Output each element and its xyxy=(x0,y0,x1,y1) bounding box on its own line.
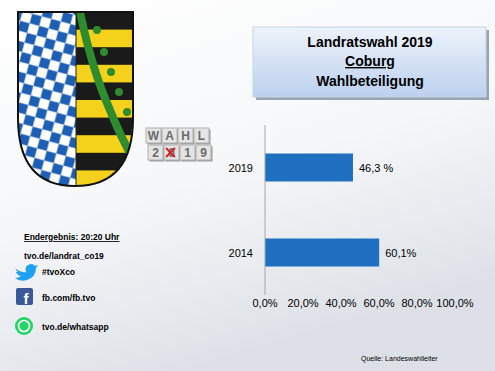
logo-box xyxy=(164,145,179,160)
logo-box xyxy=(162,128,177,143)
labels: 2019 46,3 % 2014 60,1% xyxy=(229,162,417,259)
annotation: Wahlbeteiligung xyxy=(316,73,424,89)
arms-leaf xyxy=(93,26,101,34)
facebook-glyph: f xyxy=(24,290,30,307)
social-icon xyxy=(15,317,33,335)
social-text: #tvoXco xyxy=(42,267,75,277)
whatsapp-glyph xyxy=(19,321,30,332)
info-text: Endergebnis: 20:20 Uhr xyxy=(24,232,120,242)
canvas: WAHL 2019 Landratswahl 2019 Coburg Wahlbetei… xyxy=(0,0,495,371)
background xyxy=(0,0,495,371)
arms-crown-band xyxy=(80,12,134,160)
logo-text: 2019 xyxy=(152,146,207,160)
logo-char: W xyxy=(148,129,160,143)
logo-box xyxy=(180,145,195,160)
subtitle: Coburg xyxy=(345,53,395,69)
tick-label: 80,0% xyxy=(401,297,432,309)
data-label: 46,3 % xyxy=(359,162,393,174)
whatsapp-icon xyxy=(15,317,33,335)
arms-right xyxy=(76,12,134,188)
title: Landratswahl 2019 xyxy=(307,34,432,50)
bar xyxy=(265,154,353,182)
shield-outline xyxy=(18,12,133,186)
tick-label: 40,0% xyxy=(325,297,356,309)
tick-label: 0,0% xyxy=(252,297,277,309)
bar xyxy=(265,239,379,267)
logo-box xyxy=(194,128,209,143)
social-text: fb.com/fb.tvo xyxy=(42,293,95,303)
tick-label: 60,0% xyxy=(363,297,394,309)
wahl-logo: WAHL 2019 xyxy=(146,128,213,162)
social-icon: f xyxy=(16,288,33,307)
category-axis xyxy=(265,125,266,295)
logo-char: 9 xyxy=(200,146,207,160)
social-text: tvo.de/whatsapp xyxy=(42,322,109,332)
coat-of-arms xyxy=(18,12,139,188)
arms-leaf xyxy=(107,68,115,76)
arms-leaf xyxy=(115,88,123,96)
logo-box xyxy=(196,145,211,160)
arms-leaf xyxy=(100,48,108,56)
source: Quelle: Landeswahlleiter xyxy=(361,355,438,363)
logo-char: 1 xyxy=(184,146,191,160)
twitter-icon xyxy=(15,264,38,281)
logo-box xyxy=(146,128,161,143)
logo-char: 2 xyxy=(152,146,159,160)
logo-char: L xyxy=(198,129,205,143)
arms-divider xyxy=(76,12,77,188)
logo-box xyxy=(178,128,193,143)
title-box xyxy=(253,27,486,97)
data-label: 60,1% xyxy=(385,247,416,259)
arms-stripe xyxy=(76,47,134,65)
arms-stripe xyxy=(76,118,134,136)
logo-char: H xyxy=(181,129,190,143)
logo-cross xyxy=(166,148,175,157)
arms-stripe xyxy=(76,153,134,171)
social-icon xyxy=(15,264,38,281)
page: WAHL 2019 Landratswahl 2019 Coburg Wahlbetei… xyxy=(0,0,495,371)
category-label: 2014 xyxy=(229,247,253,259)
info-text: tvo.de/landrat_co19 xyxy=(24,251,104,261)
logo-text: WAHL xyxy=(148,129,205,143)
logo-box xyxy=(148,145,163,160)
arms-leaf xyxy=(123,108,131,116)
tick-label: 20,0% xyxy=(287,297,318,309)
logo-char: A xyxy=(165,129,174,143)
category-label: 2019 xyxy=(229,162,253,174)
tick-label: 100,0% xyxy=(436,297,474,309)
logo-cross xyxy=(166,148,175,157)
